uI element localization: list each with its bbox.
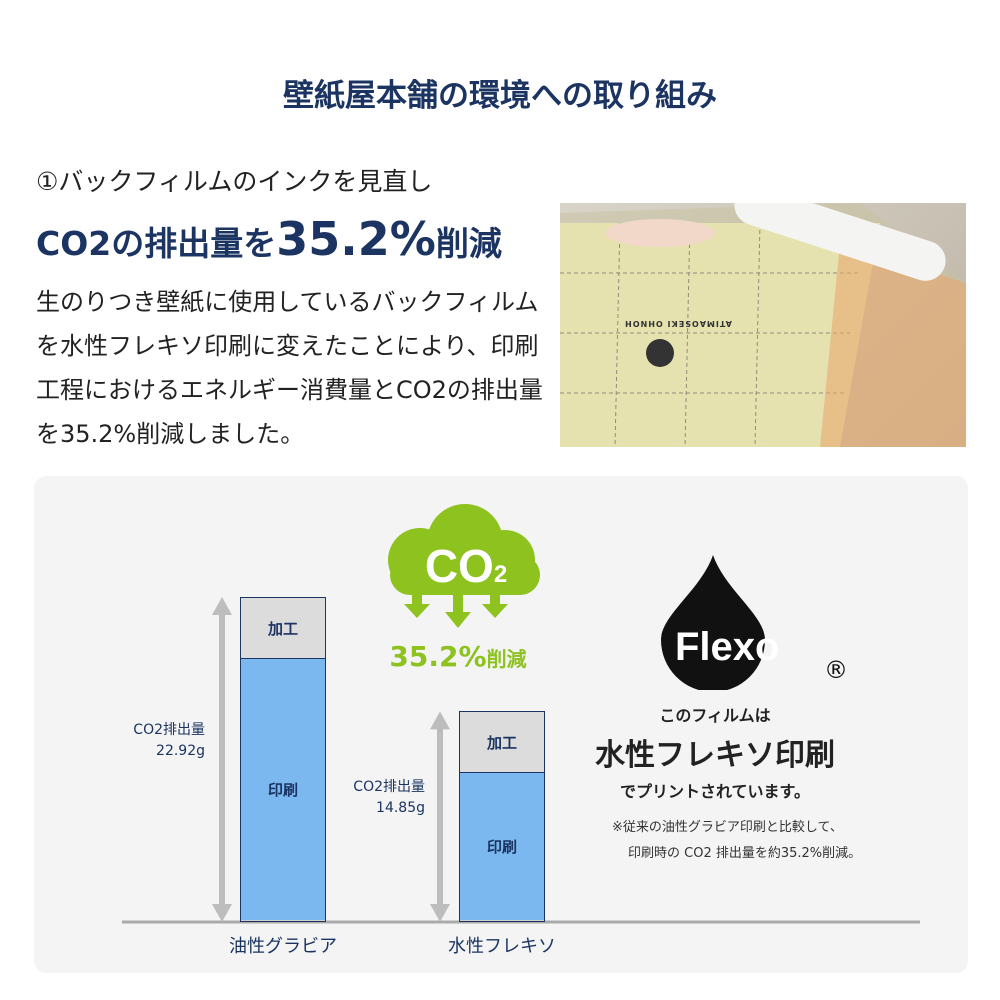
flexo-note2: 印刷時の CO2 排出量を約35.2%削減。 (628, 846, 862, 861)
reduction-value: 35.2% (389, 640, 487, 673)
cloud-co-text: CO (425, 540, 494, 592)
category-label: 油性グラビア (229, 936, 337, 957)
category-label: 水性フレキソ (448, 936, 556, 957)
bar-0: 加工 印刷 (240, 597, 326, 922)
total-label-text: CO2排出量 (353, 778, 425, 795)
total-value: 22.92g (156, 742, 205, 759)
flexo-line1: このフィルムは (659, 706, 771, 725)
total-label: CO2排出量 14.85g (305, 777, 425, 819)
co2-cloud-icon: CO2 (388, 504, 540, 628)
flexo-line2: 水性フレキソ印刷 (595, 738, 835, 773)
headline: CO2の排出量を35.2%削減 (36, 212, 502, 266)
svg-text:CO2: CO2 (425, 540, 507, 592)
bar-segment-processing: 加工 (460, 712, 544, 774)
headline-pre: CO2の排出量を (36, 224, 277, 263)
flexo-drop-logo: Flexo ® (661, 555, 848, 690)
headline-post: 削減 (435, 224, 502, 263)
headline-value: 35.2% (276, 212, 436, 266)
total-value: 14.85g (376, 799, 425, 816)
total-arrow (430, 711, 450, 922)
reduction-suffix: 削減 (486, 647, 527, 671)
page-title: 壁紙屋本舗の環境への取り組み (283, 78, 717, 114)
total-label-text: CO2排出量 (133, 721, 205, 738)
body-text: 生のりつき壁紙に使用しているバックフィルムを水性フレキソ印刷に変えたことにより、… (36, 288, 543, 448)
registered-mark: ® (824, 656, 848, 684)
bar-segment-printing: 印刷 (460, 773, 544, 920)
bar-1: 加工 印刷 (459, 711, 545, 922)
subheading: ①バックフィルムのインクを見直し (36, 167, 433, 196)
flexo-note1: ※従来の油性グラビア印刷と比較して、 (612, 820, 843, 835)
photo-print-text: ATIMAOSEKI OHNOH (624, 319, 732, 328)
total-label: CO2排出量 22.92g (85, 720, 205, 762)
total-arrow (212, 597, 232, 922)
bar-segment-processing: 加工 (241, 598, 325, 660)
bar-segment-printing: 印刷 (241, 659, 325, 920)
product-photo: ATIMAOSEKI OHNOH (560, 203, 966, 447)
flexo-logo-text: Flexo (675, 625, 779, 669)
flexo-line3: でプリントされています。 (620, 782, 810, 801)
cloud-sub-text: 2 (494, 561, 507, 588)
film-roll-illustration: ATIMAOSEKI OHNOH (560, 203, 966, 447)
reduction-label: 35.2%削減 (358, 640, 558, 673)
